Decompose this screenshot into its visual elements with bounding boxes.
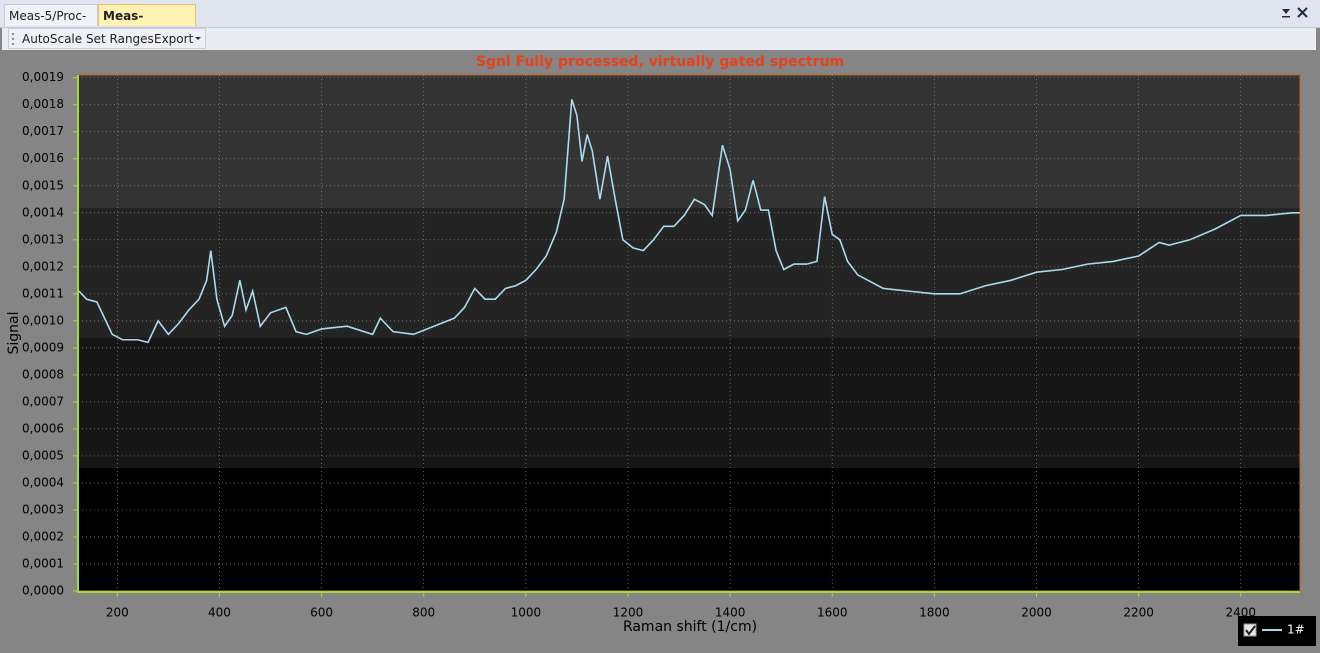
y-tick-label: 0,0015: [22, 178, 64, 192]
y-axis-label: Signal: [6, 311, 22, 354]
tab[interactable]: Meas-5/Proc-2: [4, 4, 98, 45]
export-button[interactable]: Export: [154, 32, 194, 46]
y-tick-label: 0,0013: [22, 232, 64, 246]
x-tick-label: 2000: [1021, 606, 1052, 620]
window-controls: [1282, 7, 1308, 18]
y-tick-label: 0,0003: [22, 502, 64, 516]
autoscale-button[interactable]: AutoScale: [22, 32, 83, 46]
y-tick-label: 0,0010: [22, 313, 64, 327]
y-tick-label: 0,0006: [22, 421, 64, 435]
plot-band: [78, 208, 1300, 338]
plot-band: [78, 338, 1300, 468]
y-tick-label: 0,0005: [22, 448, 64, 462]
chart-title: Sgnl Fully processed, virtually gated sp…: [476, 54, 844, 70]
x-tick-label: 1800: [919, 606, 950, 620]
x-tick-label: 1000: [511, 606, 542, 620]
y-tick-label: 0,0008: [22, 367, 64, 381]
dropdown-icon[interactable]: [1282, 9, 1290, 14]
y-tick-label: 0,0009: [22, 340, 64, 354]
tab[interactable]: Meas-5/Proc-3: [98, 4, 196, 45]
y-tick-label: 0,0018: [22, 97, 64, 111]
y-tick-label: 0,0016: [22, 151, 64, 165]
legend-check: [1245, 625, 1256, 636]
y-tick-label: 0,0017: [22, 124, 64, 138]
y-tick-label: 0,0007: [22, 394, 64, 408]
legend-label: 1#: [1287, 623, 1305, 637]
set-ranges-button[interactable]: Set Ranges: [86, 32, 154, 46]
x-tick-label: 2400: [1225, 606, 1256, 620]
x-tick-label: 200: [106, 606, 129, 620]
spectrum-line: [78, 99, 1300, 344]
y-tick-label: 0,0012: [22, 259, 64, 273]
y-tick-label: 0,0019: [22, 70, 64, 84]
plot-band: [78, 75, 1300, 208]
x-tick-label: 1200: [613, 606, 644, 620]
grip: [12, 33, 14, 45]
y-tick-label: 0,0000: [22, 584, 64, 598]
x-tick-label: 400: [208, 606, 231, 620]
y-tick-label: 0,0014: [22, 205, 64, 219]
y-tick-label: 0,0004: [22, 475, 64, 489]
chart: Sgnl Fully processed, virtually gated sp…: [6, 54, 1316, 646]
x-tick-label: 1400: [715, 606, 746, 620]
dropdown-bar: [1282, 16, 1290, 18]
toolbar: AutoScale Set Ranges Export: [2, 28, 1316, 50]
export-arrow: [195, 37, 201, 40]
toolbar-group: AutoScale Set Ranges Export: [8, 28, 206, 49]
close-icon[interactable]: [1297, 7, 1308, 18]
x-tick-label: 1600: [817, 606, 848, 620]
y-tick-label: 0,0002: [22, 529, 64, 543]
y-tick-label: 0,0001: [22, 556, 64, 570]
y-tick-label: 0,0011: [22, 286, 64, 300]
plot-band: [78, 468, 1300, 591]
x-tick-label: 600: [310, 606, 333, 620]
x-tick-label: 2200: [1123, 606, 1154, 620]
tab-bar: Meas-5/Proc-2 Meas-5/Proc-3: [0, 0, 1320, 45]
x-axis-label: Raman shift (1/cm): [623, 619, 757, 635]
x-tick-label: 800: [412, 606, 435, 620]
